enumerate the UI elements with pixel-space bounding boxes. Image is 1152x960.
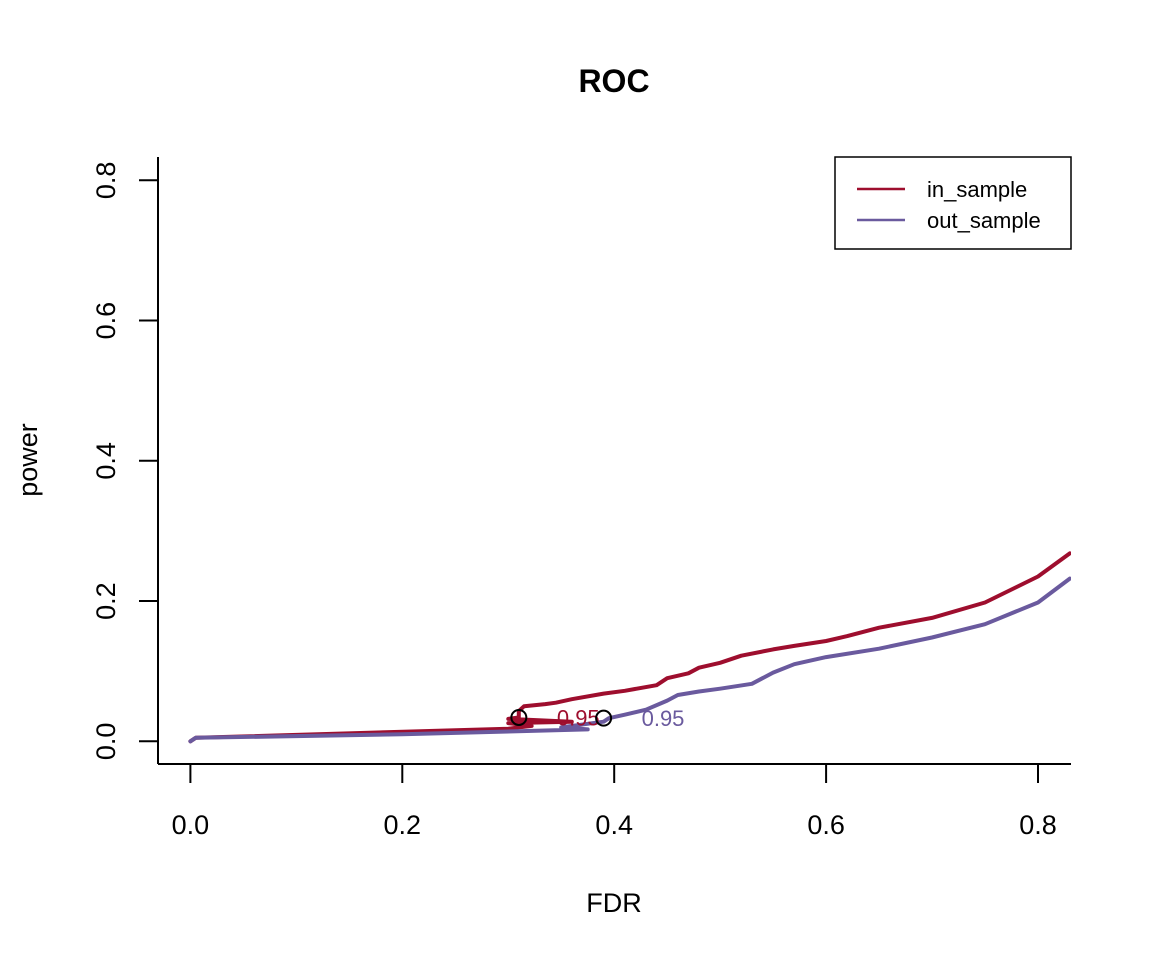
y-axis-title: power: [13, 423, 43, 497]
series-layer: [188, 551, 1071, 744]
x-tick-label: 0.2: [384, 810, 422, 840]
y-tick-label: 0.8: [91, 162, 121, 200]
legend-label-out_sample: out_sample: [927, 208, 1041, 233]
x-tick-label: 0.6: [807, 810, 845, 840]
threshold-markers: 0.95 0.95: [510, 705, 685, 731]
chart-title: ROC: [578, 63, 649, 99]
legend-label-in_sample: in_sample: [927, 177, 1027, 202]
y-tick-label: 0.6: [91, 302, 121, 340]
y-tick-label: 0.2: [91, 582, 121, 620]
series-line-in_sample: [188, 551, 1071, 744]
x-tick-label: 0.8: [1019, 810, 1057, 840]
y-tick-label: 0.4: [91, 442, 121, 480]
legend-box: [834, 156, 1072, 250]
x-axis-title: FDR: [586, 888, 642, 918]
threshold-marker-in_sample: [510, 708, 528, 726]
legend: in_sample out_sample: [834, 156, 1072, 250]
threshold-marker-out_sample: [595, 709, 613, 727]
axes: 0.0 0.2 0.4 0.6 0.8 0.0 0.2 0.4 0.6 0.8: [91, 157, 1071, 840]
x-tick-label: 0.4: [595, 810, 633, 840]
y-tick-label: 0.0: [91, 723, 121, 761]
threshold-label-in_sample: 0.95: [557, 705, 600, 730]
x-tick-label: 0.0: [172, 810, 210, 840]
series-line-out_sample: [188, 576, 1071, 744]
threshold-label-out_sample: 0.95: [642, 706, 685, 731]
